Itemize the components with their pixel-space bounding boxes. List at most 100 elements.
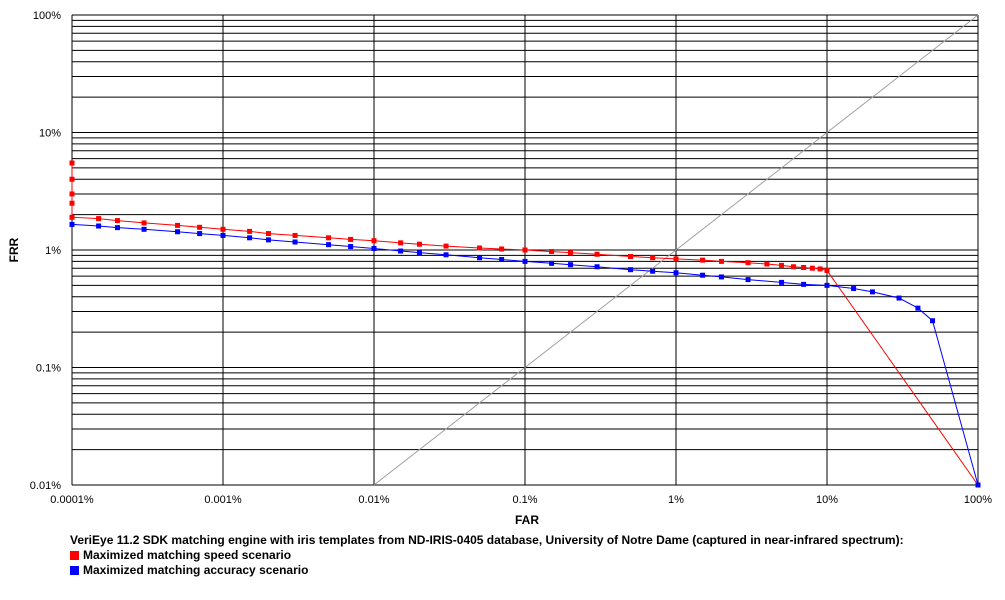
series-point-0 (348, 236, 354, 242)
y-tick-label: 1% (45, 245, 61, 257)
series-point-1 (477, 255, 483, 261)
legend-label-accuracy: Maximized matching accuracy scenario (83, 563, 309, 577)
series-point-1 (975, 482, 981, 488)
series-point-0 (265, 231, 271, 237)
series-point-0 (791, 264, 797, 270)
series-point-1 (522, 258, 528, 264)
series-point-1 (326, 242, 332, 248)
series-point-1 (930, 318, 936, 324)
series-point-1 (915, 305, 921, 311)
series-point-1 (247, 235, 253, 241)
series-point-0 (764, 261, 770, 267)
series-point-1 (443, 252, 449, 258)
series-point-1 (96, 223, 102, 229)
series-point-0 (628, 254, 634, 260)
y-tick-label: 100% (33, 10, 61, 22)
series-point-0 (371, 238, 377, 244)
legend-swatch-blue (70, 566, 79, 575)
series-point-0 (477, 245, 483, 251)
y-axis-label: FRR (7, 237, 21, 262)
series-point-1 (175, 229, 181, 235)
series-point-0 (809, 265, 815, 271)
series-point-1 (700, 272, 706, 278)
series-point-0 (247, 228, 253, 234)
series-point-0 (398, 240, 404, 246)
series-point-1 (650, 268, 656, 274)
series-point-1 (197, 231, 203, 237)
caption-text: VeriEye 11.2 SDK matching engine with ir… (70, 533, 904, 547)
series-point-1 (371, 245, 377, 251)
series-point-0 (69, 191, 75, 197)
series-point-1 (673, 270, 679, 276)
series-point-0 (175, 222, 181, 228)
series-point-0 (96, 216, 102, 222)
series-point-1 (801, 281, 807, 287)
series-point-1 (265, 237, 271, 243)
legend-item-accuracy: Maximized matching accuracy scenario (70, 563, 904, 578)
x-tick-label: 0.0001% (50, 494, 94, 506)
series-point-0 (69, 214, 75, 220)
series-point-0 (801, 264, 807, 270)
series-point-1 (69, 221, 75, 227)
series-point-0 (69, 160, 75, 166)
series-point-1 (745, 277, 751, 283)
series-point-0 (499, 246, 505, 252)
series-point-0 (443, 243, 449, 249)
legend-swatch-red (70, 551, 79, 560)
series-point-0 (69, 200, 75, 206)
series-point-1 (824, 282, 830, 288)
series-point-1 (718, 274, 724, 280)
series-point-0 (567, 250, 573, 256)
series-point-1 (567, 262, 573, 268)
series-point-1 (499, 257, 505, 263)
series-point-0 (114, 218, 120, 224)
series-point-1 (141, 226, 147, 232)
series-point-1 (220, 232, 226, 238)
series-point-0 (594, 251, 600, 257)
series-point-1 (549, 260, 555, 266)
x-tick-label: 0.1% (512, 494, 537, 506)
series-point-1 (398, 248, 404, 254)
series-line-0 (71, 163, 979, 486)
series-point-1 (292, 239, 298, 245)
x-tick-label: 100% (964, 494, 992, 506)
series-point-1 (416, 250, 422, 256)
series-point-0 (824, 267, 830, 273)
reference-diagonal (373, 14, 979, 486)
series-point-0 (673, 256, 679, 262)
series-point-0 (650, 255, 656, 261)
series-point-0 (416, 241, 422, 247)
series-point-1 (348, 244, 354, 250)
y-tick-label: 0.01% (30, 480, 61, 492)
series-point-0 (700, 257, 706, 263)
y-tick-labels: 100% 10% 1% 0.1% 0.01% (30, 10, 61, 492)
x-tick-label: 0.001% (204, 494, 242, 506)
x-tick-label: 10% (816, 494, 838, 506)
x-tick-labels: 0.0001% 0.001% 0.01% 0.1% 1% 10% 100% (50, 494, 992, 506)
series-point-1 (594, 264, 600, 270)
series-point-0 (522, 247, 528, 253)
series-point-0 (718, 258, 724, 264)
series-point-1 (851, 286, 857, 292)
series-point-0 (779, 262, 785, 268)
y-tick-label: 0.1% (36, 363, 61, 375)
series-group (69, 160, 981, 488)
series-point-0 (817, 266, 823, 272)
series-point-0 (69, 176, 75, 182)
series-point-0 (745, 260, 751, 266)
legend-item-speed: Maximized matching speed scenario (70, 548, 904, 563)
chart-caption-block: VeriEye 11.2 SDK matching engine with ir… (70, 533, 904, 578)
series-point-1 (779, 279, 785, 285)
y-tick-label: 10% (39, 128, 61, 140)
series-point-0 (220, 226, 226, 232)
series-point-1 (869, 289, 875, 295)
x-axis-label: FAR (515, 513, 539, 527)
series-point-1 (896, 295, 902, 301)
series-point-1 (628, 267, 634, 273)
legend-label-speed: Maximized matching speed scenario (83, 548, 292, 562)
series-point-0 (326, 235, 332, 241)
reference-diagonal-line (373, 14, 979, 486)
series-point-0 (141, 220, 147, 226)
series-point-0 (292, 232, 298, 238)
